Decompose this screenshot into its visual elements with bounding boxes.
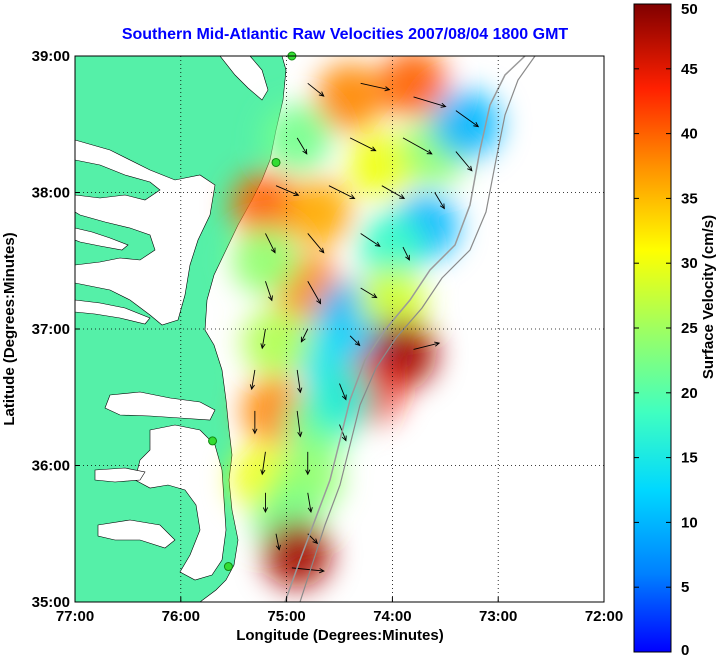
velocity-arrow xyxy=(402,137,433,155)
velocity-arrow xyxy=(434,192,445,210)
delaware-bay xyxy=(219,56,269,101)
velocity-cell xyxy=(432,90,501,159)
velocity-arrow xyxy=(265,281,273,302)
velocity-arrow xyxy=(260,451,266,476)
colorbar-tick-label: 45 xyxy=(681,61,698,78)
station-marker xyxy=(223,562,233,572)
velocity-arrow xyxy=(296,369,303,394)
colorbar-tick-label: 50 xyxy=(681,1,698,18)
x-tick-label: 74:00 xyxy=(373,608,411,625)
velocity-arrow xyxy=(413,96,447,108)
velocity-arrow xyxy=(305,451,311,476)
y-tick-label: 39:00 xyxy=(32,48,70,65)
velocity-cell xyxy=(316,62,385,131)
velocity-arrow xyxy=(249,369,256,391)
colorbar-ticks: 0 5 10 15 20 25 30 35 40 45 50 xyxy=(634,1,698,659)
colorbar-tick-label: 0 xyxy=(681,642,689,659)
chart-title: Southern Mid-Atlantic Raw Velocities 200… xyxy=(122,26,569,43)
x-tick-label: 73:00 xyxy=(479,608,517,625)
shelf-contour-deep xyxy=(299,56,536,602)
chesapeake-bay xyxy=(75,139,216,326)
velocity-cell xyxy=(358,213,427,282)
colorbar-tick-label: 40 xyxy=(681,126,698,143)
x-tick-label: 76:00 xyxy=(162,608,200,625)
velocity-arrow xyxy=(349,335,361,347)
velocity-cell xyxy=(263,520,332,589)
colorbar-tick-label: 15 xyxy=(681,450,698,467)
velocity-arrow xyxy=(262,492,269,514)
neuse-river xyxy=(97,519,176,549)
velocity-arrow xyxy=(252,410,258,435)
velocity-cell xyxy=(242,308,311,377)
velocity-arrow xyxy=(339,424,347,442)
potomac-river xyxy=(75,227,129,251)
velocity-arrow xyxy=(360,287,378,299)
velocity-arrow xyxy=(300,328,309,343)
velocity-arrow xyxy=(260,328,266,350)
station-marker xyxy=(208,436,218,446)
velocity-arrow xyxy=(296,137,308,155)
x-tick-label: 72:00 xyxy=(585,608,623,625)
colorbar-tick-label: 10 xyxy=(681,514,698,531)
colorbar-tick-label: 20 xyxy=(681,385,698,402)
velocity-arrow xyxy=(455,110,480,128)
vector-field xyxy=(249,82,480,574)
velocity-arrow xyxy=(360,82,391,92)
colorbar xyxy=(633,3,672,653)
velocity-arrow xyxy=(307,281,322,305)
velocity-arrow xyxy=(307,492,313,514)
y-axis-label: Latitude (Degrees:Minutes) xyxy=(1,232,18,425)
velocity-arrow xyxy=(275,185,300,196)
x-tick-label: 75:00 xyxy=(267,608,305,625)
velocity-cell xyxy=(231,226,300,295)
x-axis-label: Longitude (Degrees:Minutes) xyxy=(236,627,444,644)
velocity-arrow xyxy=(349,137,377,152)
velocity-arrow xyxy=(307,82,325,97)
pamlico-sound xyxy=(134,424,227,581)
velocity-cell xyxy=(284,178,353,247)
velocity-cell xyxy=(347,131,416,200)
colorbar-tick-label: 35 xyxy=(681,190,698,207)
albemarle-sound xyxy=(104,391,216,421)
y-tick-label: 35:00 xyxy=(32,594,70,611)
velocity-arrow xyxy=(360,233,381,247)
velocity-arrow xyxy=(381,185,406,199)
colorbar-tick-label: 30 xyxy=(681,255,698,272)
y-tick-label: 37:00 xyxy=(32,321,70,338)
velocity-cell xyxy=(231,172,300,241)
grid-lines xyxy=(75,56,604,602)
y-tick-label: 36:00 xyxy=(32,458,70,475)
velocity-arrow xyxy=(265,233,276,254)
velocity-arrow xyxy=(307,233,325,254)
velocity-arrow xyxy=(413,341,441,350)
colorbar-tick-label: 25 xyxy=(681,320,698,337)
velocity-arrow xyxy=(455,151,473,172)
y-tick-labels: 35:00 36:00 37:00 38:00 39:00 xyxy=(32,48,80,611)
velocity-arrow xyxy=(275,533,281,551)
shelf-contour xyxy=(284,56,526,602)
y-tick-label: 38:00 xyxy=(32,185,70,202)
velocity-arrow xyxy=(296,410,303,438)
colorbar-label: Surface Velocity (cm/s) xyxy=(700,215,717,379)
velocity-arrow xyxy=(328,185,356,199)
velocity-cell xyxy=(358,267,427,336)
velocity-arrow xyxy=(402,246,410,261)
pamlico-river xyxy=(94,467,146,483)
colorbar-tick-label: 5 xyxy=(681,579,689,596)
velocity-cell xyxy=(305,363,374,432)
x-tick-label: 77:00 xyxy=(56,608,94,625)
velocity-arrow xyxy=(339,383,347,401)
velocity-field xyxy=(231,56,501,589)
james-river xyxy=(75,299,151,325)
station-marker xyxy=(271,157,281,167)
x-tick-labels: 77:00 76:00 75:00 74:00 73:00 72:00 xyxy=(56,597,623,625)
